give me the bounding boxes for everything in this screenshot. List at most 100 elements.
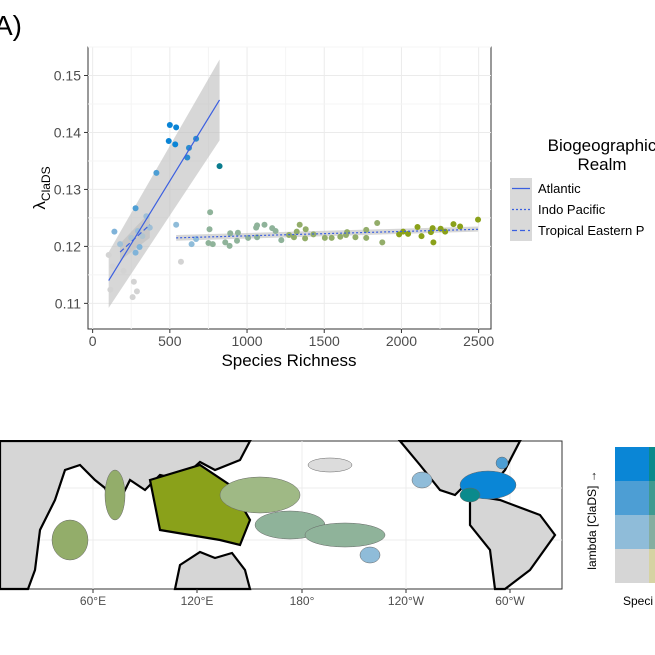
legend-title-line1: Biogeographic (547, 136, 655, 155)
data-point (172, 141, 179, 148)
legend-key (510, 199, 532, 220)
data-point (363, 234, 370, 241)
fit-line (119, 224, 151, 253)
bivariate-legend-x-label: Speci (623, 594, 654, 608)
data-point (139, 233, 146, 240)
lon-tick-label: 120°E (181, 594, 214, 608)
data-point (296, 221, 303, 228)
lon-tick-label: 180° (290, 594, 315, 608)
bivariate-legend-cell (649, 549, 655, 583)
data-point (173, 221, 180, 228)
data-point (450, 221, 457, 228)
longitude-labels: 60°E 120°E 180° 120°W 60°W (80, 589, 525, 608)
data-point (111, 228, 118, 235)
y-tick-label: 0.13 (54, 181, 81, 197)
x-tick-label: 0 (89, 333, 97, 349)
bivariate-legend-cell (615, 515, 649, 549)
data-point (173, 124, 180, 131)
y-tick-label: 0.15 (54, 67, 81, 83)
data-point (352, 234, 359, 241)
map: 60°E 120°E 180° 120°W 60°W (0, 440, 563, 608)
svg-text:λClaDS: λClaDS (30, 166, 53, 209)
x-tick-label: 1500 (309, 333, 340, 349)
data-point (188, 241, 195, 248)
data-point (302, 235, 309, 242)
legend-label: Tropical Eastern P (538, 223, 645, 238)
data-point (442, 228, 449, 235)
data-point (222, 239, 229, 246)
y-axis-label: λClaDS (30, 166, 53, 209)
bivariate-legend-cell (615, 447, 649, 481)
x-axis-label: Species Richness (221, 351, 356, 370)
data-point (132, 249, 139, 256)
data-point (209, 241, 216, 248)
data-point (374, 220, 381, 227)
data-point (120, 267, 127, 274)
data-point (321, 234, 328, 241)
data-point (457, 223, 464, 230)
ticks: 0 500 1000 1500 2000 2500 0.11 0.12 0.13 0.14 0.15 (54, 67, 495, 349)
y-axis-label-main: λ (30, 201, 49, 210)
data-point (337, 233, 344, 240)
data-point (109, 263, 116, 270)
lon-tick-label: 120°W (388, 594, 425, 608)
data-point (437, 225, 444, 232)
legend-label: Atlantic (538, 181, 581, 196)
confidence-band (120, 212, 150, 261)
data-point (177, 258, 184, 265)
fit-line (108, 99, 221, 281)
data-point (430, 239, 437, 246)
data-point (132, 205, 139, 212)
y-tick-label: 0.14 (54, 124, 81, 140)
data-point (227, 230, 234, 237)
australia (173, 550, 252, 591)
data-point (146, 224, 153, 231)
legend-item: Atlantic (510, 178, 581, 199)
y-tick-label: 0.12 (54, 238, 81, 254)
data-point (128, 234, 135, 241)
bivariate-legend-cell (649, 515, 655, 549)
data-point (153, 169, 160, 176)
bivariate-legend-cell (649, 447, 655, 481)
y-tick-label: 0.11 (55, 295, 81, 311)
legend-item: Indo Pacific (510, 199, 605, 220)
ecoregions (51, 456, 517, 564)
data-point (130, 278, 137, 285)
data-point (278, 237, 285, 244)
data-point (272, 228, 279, 235)
data-point (165, 138, 172, 144)
bivariate-legend-cell (649, 481, 655, 515)
south-america (468, 493, 557, 591)
data-point (133, 288, 140, 295)
data-point (328, 234, 335, 241)
data-point (105, 251, 112, 258)
data-point (261, 221, 268, 228)
data-point (418, 233, 425, 240)
x-tick-label: 2000 (386, 333, 417, 349)
data-point (475, 216, 482, 223)
data-point (414, 224, 421, 231)
data-point (216, 163, 223, 170)
data-point (293, 228, 300, 235)
grid (88, 46, 491, 329)
data-point (129, 294, 136, 301)
data-point (405, 230, 412, 237)
data-point (379, 239, 386, 246)
data-point (206, 226, 213, 233)
data-point (254, 222, 261, 229)
data-point (136, 243, 143, 250)
legend-key (510, 220, 532, 241)
lon-tick-label: 60°W (495, 594, 525, 608)
data-point (234, 237, 241, 244)
y-axis-label-sub: ClaDS (39, 166, 53, 201)
data-point (400, 228, 407, 235)
data-point (234, 229, 241, 236)
x-tick-label: 1000 (231, 333, 262, 349)
legend-key (510, 178, 532, 199)
fit-lines (108, 99, 479, 281)
data-point (363, 226, 370, 233)
legend-label: Indo Pacific (538, 202, 606, 217)
legend-item: Tropical Eastern P (510, 220, 644, 241)
scatter-plot: 0 500 1000 1500 2000 2500 0.11 0.12 0.13 0.14 0.15… (30, 46, 495, 370)
data-point (302, 226, 309, 233)
